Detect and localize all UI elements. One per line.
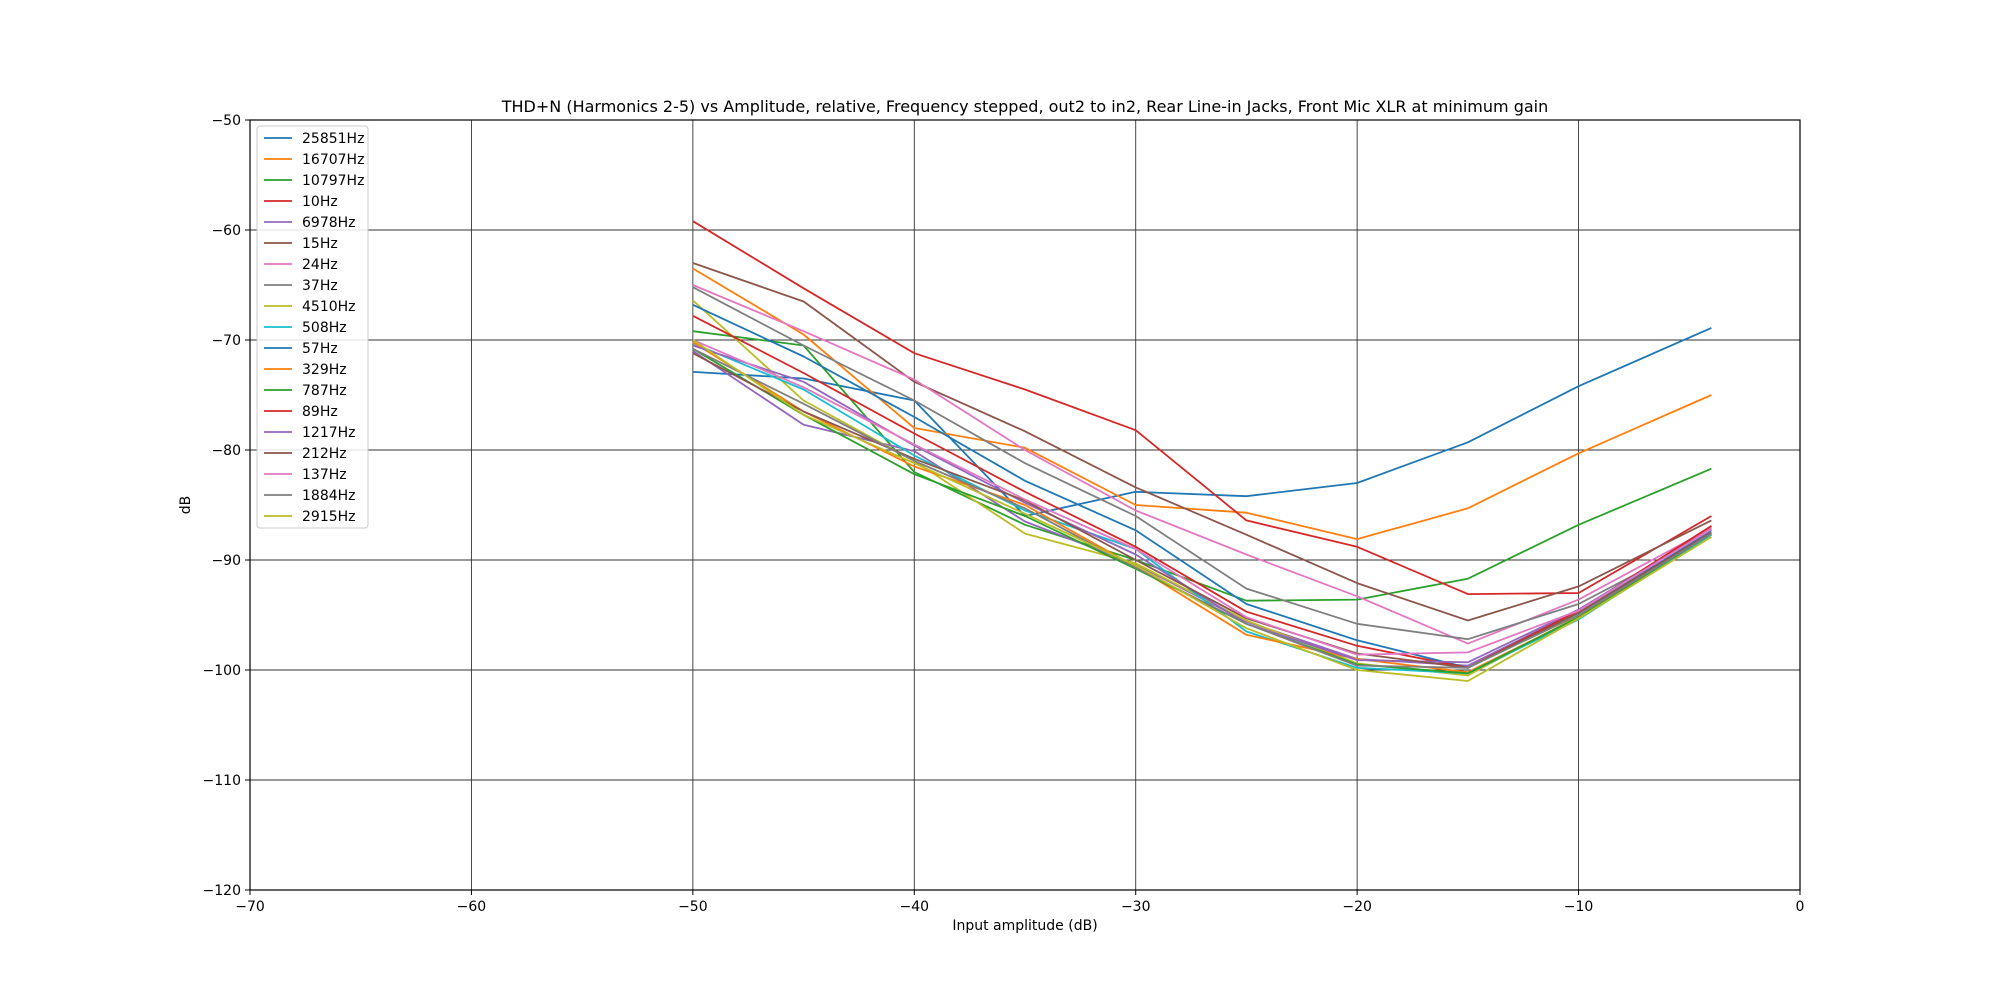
legend-label: 10797Hz	[302, 173, 364, 189]
legend-label: 6978Hz	[302, 215, 356, 231]
series-line-16707Hz	[692, 267, 1712, 540]
series-line-6978Hz	[692, 350, 1712, 667]
x-tick-label: 0	[1796, 899, 1805, 915]
legend-label: 89Hz	[302, 404, 338, 420]
y-tick-label: −110	[203, 773, 241, 789]
series-line-508Hz	[692, 342, 1712, 675]
plot-frame	[249, 119, 1801, 891]
legend-label: 2915Hz	[302, 509, 356, 525]
y-tick-label: −60	[211, 223, 241, 239]
series-line-37Hz	[692, 286, 1712, 641]
legend-label: 16707Hz	[302, 152, 364, 168]
legend-label: 137Hz	[302, 467, 347, 483]
series-line-1884Hz	[692, 347, 1712, 669]
series-line-15Hz	[692, 262, 1712, 622]
chart-title: THD+N (Harmonics 2-5) vs Amplitude, rela…	[501, 97, 1549, 116]
x-tick-label: −50	[678, 899, 708, 915]
x-axis-ticks: −70 −60 −50 −40 −30 −20 −10 0	[235, 890, 1804, 915]
legend-label: 57Hz	[302, 341, 338, 357]
series-line-10Hz	[692, 220, 1712, 595]
legend-label: 212Hz	[302, 446, 347, 462]
y-tick-label: −80	[211, 443, 241, 459]
y-tick-label: −120	[203, 883, 241, 899]
legend-label: 329Hz	[302, 362, 347, 378]
x-tick-label: −20	[1342, 899, 1372, 915]
y-tick-label: −50	[211, 113, 241, 129]
legend-label: 1884Hz	[302, 488, 356, 504]
x-tick-label: −40	[900, 899, 930, 915]
legend-label: 1217Hz	[302, 425, 356, 441]
legend-label: 508Hz	[302, 320, 347, 336]
legend-box	[256, 125, 369, 529]
series-line-2915Hz	[692, 339, 1712, 682]
legend: 25851Hz 16707Hz 10797Hz 10Hz 6978Hz 15Hz 24Hz 3…	[256, 125, 369, 529]
legend-items: 25851Hz 16707Hz 10797Hz 10Hz 6978Hz 15Hz 24Hz 3…	[264, 131, 364, 525]
legend-label: 15Hz	[302, 236, 338, 252]
series-line-137Hz	[692, 339, 1712, 656]
legend-label: 787Hz	[302, 383, 347, 399]
y-axis-label: dB	[178, 496, 194, 515]
legend-label: 24Hz	[302, 257, 338, 273]
legend-label: 4510Hz	[302, 299, 356, 315]
series-lines	[692, 220, 1712, 682]
y-tick-label: −90	[211, 553, 241, 569]
series-line-10797Hz	[692, 330, 1712, 602]
legend-label: 10Hz	[302, 194, 338, 210]
series-line-212Hz	[692, 352, 1712, 669]
y-tick-label: −100	[203, 663, 241, 679]
y-tick-label: −70	[211, 333, 241, 349]
x-tick-label: −30	[1121, 899, 1151, 915]
legend-label: 37Hz	[302, 278, 338, 294]
series-line-25851Hz	[692, 327, 1712, 517]
x-axis-label: Input amplitude (dB)	[952, 918, 1097, 934]
x-tick-label: −10	[1564, 899, 1594, 915]
x-tick-label: −60	[457, 899, 487, 915]
series-line-89Hz	[692, 315, 1712, 669]
legend-label: 25851Hz	[302, 131, 364, 147]
x-tick-label: −70	[235, 899, 265, 915]
y-axis-ticks: −50 −60 −70 −80 −90 −100 −110 −120	[203, 113, 250, 899]
